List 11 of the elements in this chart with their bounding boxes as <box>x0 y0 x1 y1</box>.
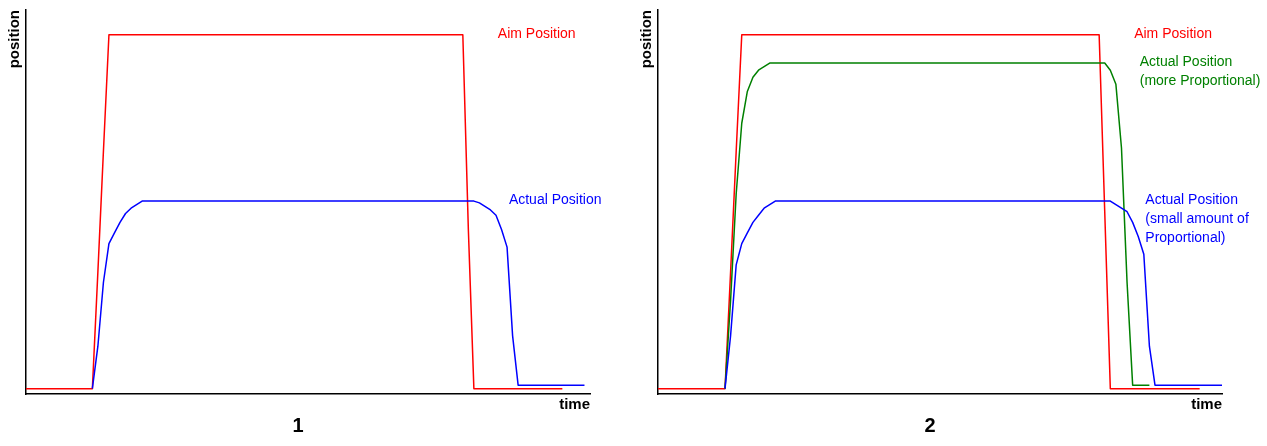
series-label: Actual Position (more Proportional) <box>1139 52 1261 88</box>
text: 2 <box>924 413 936 436</box>
text: Aim Position <box>497 24 576 41</box>
x-axis-title: time <box>1191 395 1222 413</box>
text: 1 <box>292 413 304 436</box>
y-axis-title: position <box>5 10 23 69</box>
y-axis-title: position <box>637 10 655 69</box>
text: Aim Position <box>1134 24 1212 41</box>
series-label: Actual Position (small amount of Proportional) <box>1145 190 1249 245</box>
x-axis-title: time <box>559 395 590 413</box>
series-label: Actual Position <box>508 190 602 207</box>
